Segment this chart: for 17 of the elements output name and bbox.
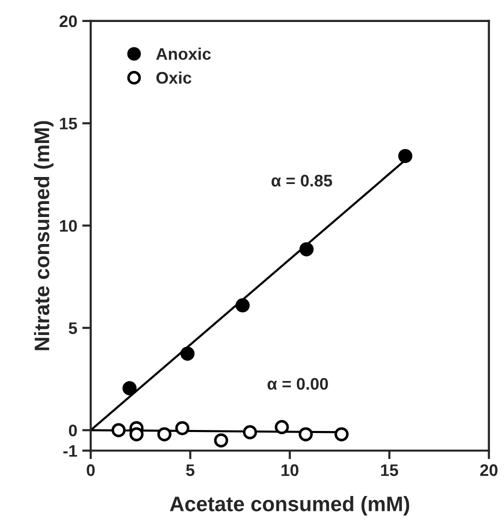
x-tick-label: 10 [282, 464, 298, 476]
x-axis-title: Acetate consumed (mM) [170, 496, 410, 516]
y-tick-label: 5 [68, 322, 78, 334]
y-tick-label: 20 [60, 15, 77, 28]
annotation: α = 0.85 [272, 174, 332, 187]
legend-label: Oxic [156, 71, 192, 84]
x-tick-label: 20 [480, 464, 498, 476]
y-tick-label: 15 [60, 118, 78, 130]
y-axis-title: Nitrate consumed (mM) [34, 121, 54, 350]
legend-label: Anoxic [156, 48, 211, 60]
x-tick-label: 15 [381, 464, 398, 476]
annotation: α = 0.00 [268, 378, 328, 390]
y-tick-label: -1 [63, 445, 78, 457]
x-tick-label: 0 [86, 464, 95, 476]
x-tick-label: 5 [186, 464, 194, 476]
y-tick-label: 0 [68, 424, 77, 436]
y-tick-label: 10 [60, 220, 77, 232]
